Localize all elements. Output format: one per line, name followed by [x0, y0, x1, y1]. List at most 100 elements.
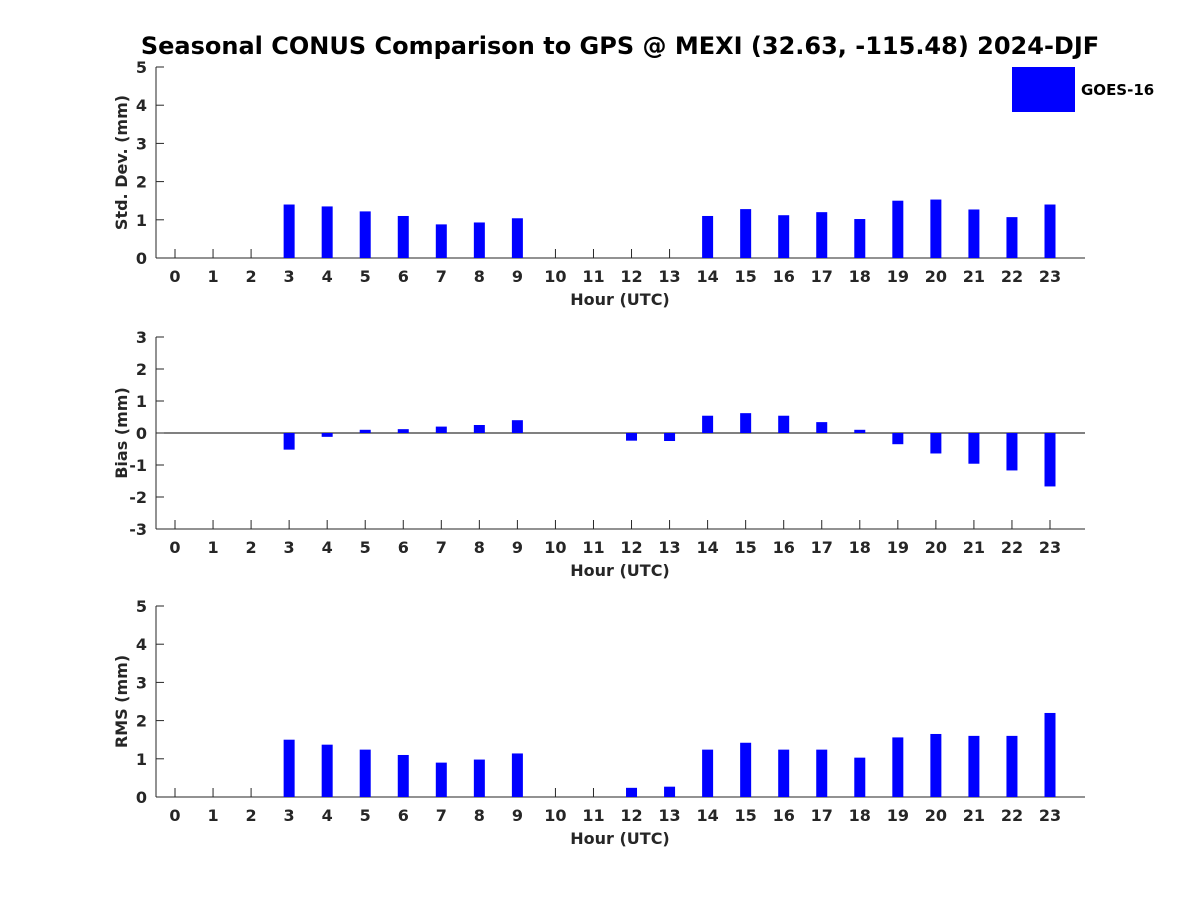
bias-bar — [473, 425, 485, 433]
rms-x-tick-label: 7 — [436, 806, 447, 825]
stddev-bar — [702, 215, 714, 258]
bias-bar — [626, 433, 638, 441]
rms-bar — [397, 754, 409, 797]
bias-bar — [1006, 433, 1018, 471]
stddev-bar — [283, 204, 295, 258]
rms-bar — [816, 749, 828, 797]
stddev-x-tick-label: 13 — [658, 267, 680, 286]
bias-x-tick-label: 20 — [925, 538, 947, 557]
stddev-bar — [892, 200, 904, 258]
rms-y-tick-label: 4 — [136, 635, 147, 654]
legend-swatch — [1012, 67, 1075, 112]
rms-bar — [664, 786, 676, 797]
stddev-x-tick-label: 20 — [925, 267, 947, 286]
stddev-y-tick-label: 0 — [136, 249, 147, 268]
bias-x-tick-label: 4 — [322, 538, 333, 557]
rms-bar — [968, 735, 980, 797]
bias-bar — [930, 433, 942, 454]
stddev-x-tick-label: 17 — [811, 267, 833, 286]
rms-bar — [359, 749, 371, 797]
stddev-x-tick-label: 7 — [436, 267, 447, 286]
bias-y-axis-label: Bias (mm) — [112, 387, 131, 479]
stddev-x-tick-label: 8 — [474, 267, 485, 286]
stddev-bar — [1044, 204, 1056, 258]
bias-x-tick-label: 22 — [1001, 538, 1023, 557]
rms-x-tick-label: 8 — [474, 806, 485, 825]
bias-bar — [740, 413, 752, 433]
stddev-x-tick-label: 5 — [360, 267, 371, 286]
rms-y-tick-label: 3 — [136, 673, 147, 692]
stddev-bar — [740, 209, 752, 258]
rms-x-tick-label: 16 — [773, 806, 795, 825]
stddev-bar — [473, 222, 485, 258]
bias-y-tick-label: 1 — [136, 392, 147, 411]
stddev-x-tick-label: 11 — [582, 267, 604, 286]
bias-x-tick-label: 11 — [582, 538, 604, 557]
bias-y-tick-label: -2 — [129, 488, 147, 507]
stddev-x-tick-label: 3 — [284, 267, 295, 286]
stddev-x-tick-label: 21 — [963, 267, 985, 286]
stddev-y-tick-label: 1 — [136, 211, 147, 230]
bias-x-axis-label: Hour (UTC) — [570, 561, 670, 580]
bias-x-tick-label: 12 — [620, 538, 642, 557]
stddev-x-tick-label: 1 — [207, 267, 218, 286]
rms-y-tick-label: 2 — [136, 712, 147, 731]
bias-x-tick-label: 1 — [207, 538, 218, 557]
bias-y-tick-label: 0 — [136, 424, 147, 443]
rms-y-tick-label: 0 — [136, 788, 147, 807]
rms-bar — [511, 753, 523, 797]
stddev-bar — [778, 215, 790, 258]
rms-x-tick-label: 12 — [620, 806, 642, 825]
stddev-x-tick-label: 6 — [398, 267, 409, 286]
bias-x-tick-label: 9 — [512, 538, 523, 557]
bias-x-tick-label: 5 — [360, 538, 371, 557]
rms-x-tick-label: 13 — [658, 806, 680, 825]
rms-bar — [473, 759, 485, 797]
bias-x-tick-label: 14 — [696, 538, 718, 557]
stddev-x-tick-label: 14 — [696, 267, 718, 286]
rms-bar — [626, 787, 638, 797]
rms-bar — [892, 737, 904, 797]
rms-x-tick-label: 23 — [1039, 806, 1061, 825]
rms-x-tick-label: 9 — [512, 806, 523, 825]
rms-x-tick-label: 15 — [735, 806, 757, 825]
stddev-x-tick-label: 0 — [169, 267, 180, 286]
bias-y-tick-label: -1 — [129, 456, 147, 475]
bias-y-tick-label: -3 — [129, 520, 147, 539]
rms-x-tick-label: 10 — [544, 806, 566, 825]
stddev-bar — [359, 211, 371, 258]
stddev-bar — [854, 219, 866, 258]
bias-bar — [892, 433, 904, 445]
bias-x-tick-label: 10 — [544, 538, 566, 557]
rms-bar — [435, 762, 447, 797]
rms-bar — [778, 749, 790, 797]
rms-bar — [321, 744, 333, 797]
stddev-y-tick-label: 3 — [136, 134, 147, 153]
stddev-x-tick-label: 19 — [887, 267, 909, 286]
stddev-x-tick-label: 9 — [512, 267, 523, 286]
bias-y-tick-label: 2 — [136, 360, 147, 379]
bias-bar — [854, 429, 866, 433]
rms-x-tick-label: 2 — [246, 806, 257, 825]
rms-x-tick-label: 3 — [284, 806, 295, 825]
stddev-x-tick-label: 4 — [322, 267, 333, 286]
rms-x-axis-label: Hour (UTC) — [570, 829, 670, 848]
bias-x-tick-label: 2 — [246, 538, 257, 557]
bias-x-tick-label: 8 — [474, 538, 485, 557]
rms-x-tick-label: 21 — [963, 806, 985, 825]
bias-bar — [359, 429, 371, 433]
stddev-bar — [397, 215, 409, 258]
stddev-x-tick-label: 18 — [849, 267, 871, 286]
bias-x-tick-label: 18 — [849, 538, 871, 557]
bias-bar — [778, 415, 790, 433]
bias-x-tick-label: 13 — [658, 538, 680, 557]
stddev-x-axis-label: Hour (UTC) — [570, 290, 670, 309]
rms-y-tick-label: 1 — [136, 750, 147, 769]
bias-x-tick-label: 6 — [398, 538, 409, 557]
bias-x-tick-label: 23 — [1039, 538, 1061, 557]
rms-x-tick-label: 11 — [582, 806, 604, 825]
stddev-bar — [930, 199, 942, 258]
rms-x-tick-label: 6 — [398, 806, 409, 825]
